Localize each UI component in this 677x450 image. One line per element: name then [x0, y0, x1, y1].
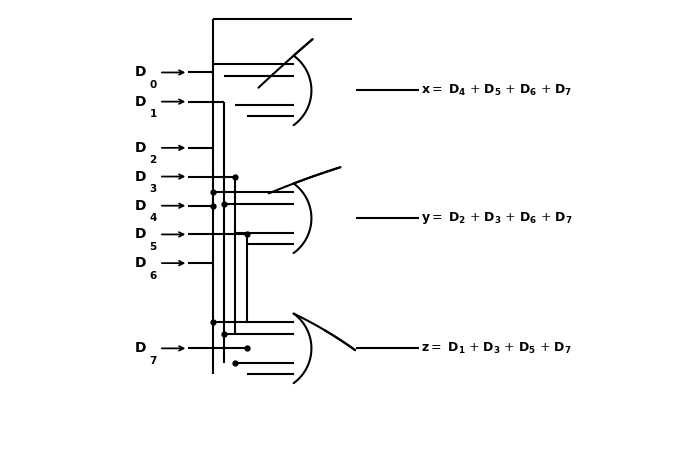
Text: $\bf{3}$: $\bf{3}$ [149, 182, 157, 194]
Text: $\bf{D}$: $\bf{D}$ [134, 256, 147, 270]
Text: $\mathbf{z} = $ $\mathbf{D_1}$ + $\mathbf{D_3}$ + $\mathbf{D_5}$ + $\mathbf{D_7}: $\mathbf{z} = $ $\mathbf{D_1}$ + $\mathb… [422, 341, 572, 356]
Text: $\mathbf{y} = $ $\mathbf{D_2}$ + $\mathbf{D_3}$ + $\mathbf{D_6}$ + $\mathbf{D_7}: $\mathbf{y} = $ $\mathbf{D_2}$ + $\mathb… [422, 210, 573, 226]
Text: $\bf{D}$: $\bf{D}$ [134, 94, 147, 108]
Text: $\bf{0}$: $\bf{0}$ [149, 78, 158, 90]
Text: $\bf{7}$: $\bf{7}$ [149, 354, 157, 366]
Text: $\bf{D}$: $\bf{D}$ [134, 141, 147, 155]
Text: $\bf{6}$: $\bf{6}$ [149, 269, 157, 280]
Text: $\bf{1}$: $\bf{1}$ [149, 107, 157, 119]
Text: $\bf{D}$: $\bf{D}$ [134, 227, 147, 241]
Text: $\mathbf{x} = $ $\mathbf{D_4}$ + $\mathbf{D_5}$ + $\mathbf{D_6}$ + $\mathbf{D_7}: $\mathbf{x} = $ $\mathbf{D_4}$ + $\mathb… [422, 83, 573, 98]
Text: $\bf{5}$: $\bf{5}$ [149, 240, 157, 252]
Text: $\bf{D}$: $\bf{D}$ [134, 342, 147, 356]
Text: $\bf{D}$: $\bf{D}$ [134, 65, 147, 80]
Text: $\bf{D}$: $\bf{D}$ [134, 199, 147, 213]
Text: $\bf{2}$: $\bf{2}$ [149, 153, 157, 165]
Text: $\bf{4}$: $\bf{4}$ [149, 211, 158, 223]
Text: $\bf{D}$: $\bf{D}$ [134, 170, 147, 184]
